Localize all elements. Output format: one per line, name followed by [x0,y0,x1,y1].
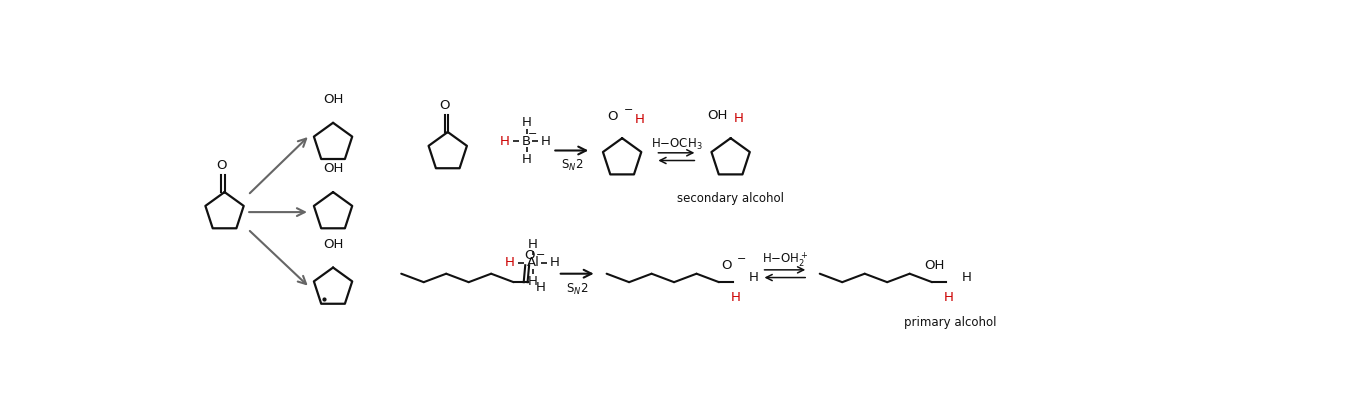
Text: secondary alcohol: secondary alcohol [678,192,784,205]
Text: −: − [536,250,545,260]
Text: H: H [500,135,510,148]
Text: −: − [624,105,633,115]
Text: O: O [216,160,227,172]
Text: H: H [528,238,537,251]
Text: H: H [748,271,759,284]
Text: O: O [524,249,535,262]
Text: B: B [522,135,532,148]
Text: OH: OH [323,93,343,106]
Text: H: H [734,112,744,125]
Text: H: H [505,257,514,269]
Text: primary alcohol: primary alcohol [903,316,996,329]
Text: S$_N$2: S$_N$2 [560,158,583,173]
Text: H−OH$_2^+$: H−OH$_2^+$ [761,250,809,269]
Text: H−OCH$_3$: H−OCH$_3$ [651,137,702,152]
Text: H: H [528,275,537,288]
Text: H: H [961,271,972,284]
Text: S$_N$2: S$_N$2 [566,281,589,297]
Text: O: O [439,100,450,112]
Text: Al: Al [526,257,540,269]
Text: H: H [522,116,532,129]
Text: H: H [541,135,551,148]
Text: OH: OH [707,109,728,121]
Text: O: O [721,259,732,272]
Text: O: O [608,110,618,123]
Text: H: H [944,291,954,304]
Text: H: H [522,153,532,166]
Text: OH: OH [925,259,945,272]
Text: H: H [732,291,741,304]
Text: H: H [536,281,545,294]
Text: −: − [528,129,537,139]
Text: OH: OH [323,163,343,176]
Text: H: H [634,113,644,126]
Text: OH: OH [323,238,343,251]
Text: H: H [549,257,560,269]
Text: −: − [737,254,747,264]
